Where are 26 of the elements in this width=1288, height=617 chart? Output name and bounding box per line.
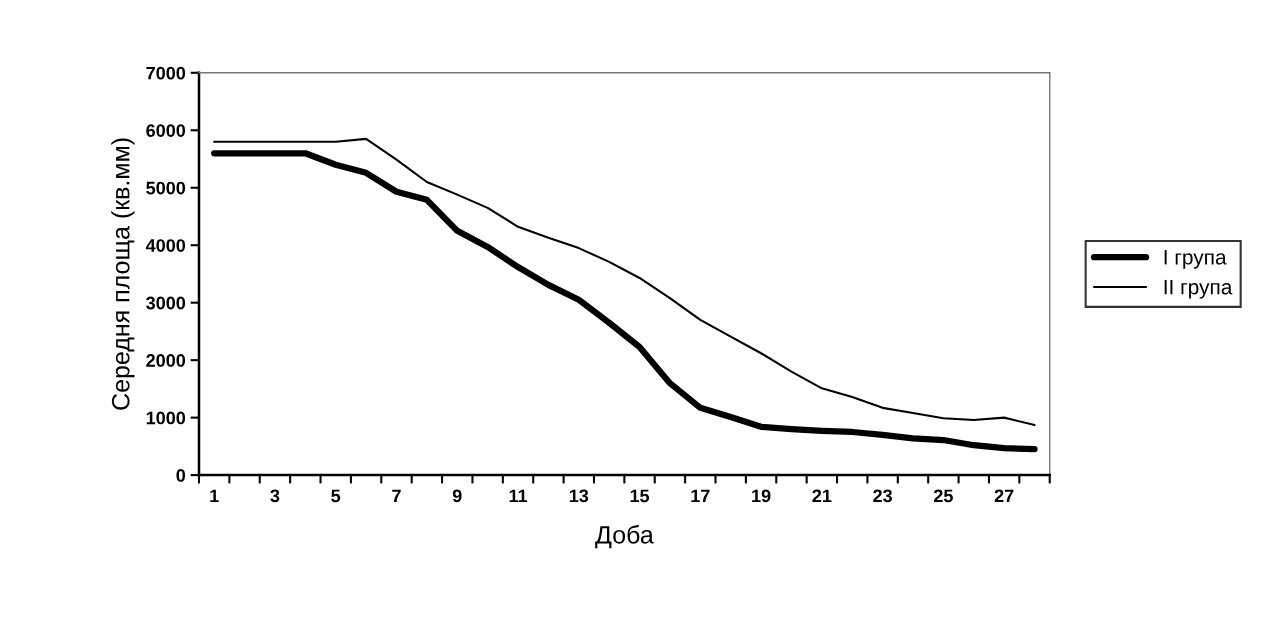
- x-tick-label: 11: [509, 489, 528, 503]
- y-tick-label: 7000: [146, 66, 186, 80]
- y-tick-label: 0: [176, 469, 186, 482]
- x-tick-label: 13: [569, 489, 589, 503]
- x-tick-label: 19: [752, 489, 771, 503]
- x-tick-label: 1: [210, 489, 219, 503]
- x-tick-label: 9: [452, 489, 462, 503]
- y-tick-label: 5000: [146, 181, 186, 195]
- x-tick-label: 23: [873, 489, 892, 503]
- y-tick-label: 4000: [145, 239, 186, 252]
- y-tick-label: 1000: [146, 411, 186, 425]
- x-axis-title: Доба: [595, 525, 654, 549]
- x-tick-label: 3: [270, 489, 280, 503]
- x-tick-label: 15: [630, 489, 650, 503]
- y-tick-label: 6000: [146, 124, 186, 137]
- y-tick-label: 3000: [146, 296, 186, 310]
- x-tick-label: 21: [812, 489, 832, 503]
- x-tick-label: 25: [933, 489, 953, 503]
- x-tick-label: 27: [994, 489, 1014, 503]
- legend-label: II група: [1164, 279, 1233, 299]
- x-tick-label: 17: [691, 489, 710, 503]
- legend-label: I група: [1164, 250, 1227, 269]
- y-tick-label: 2000: [146, 354, 186, 367]
- y-axis-title: Середня площа (кв.мм): [111, 138, 135, 410]
- x-tick-label: 7: [392, 489, 401, 503]
- x-tick-label: 5: [331, 489, 341, 503]
